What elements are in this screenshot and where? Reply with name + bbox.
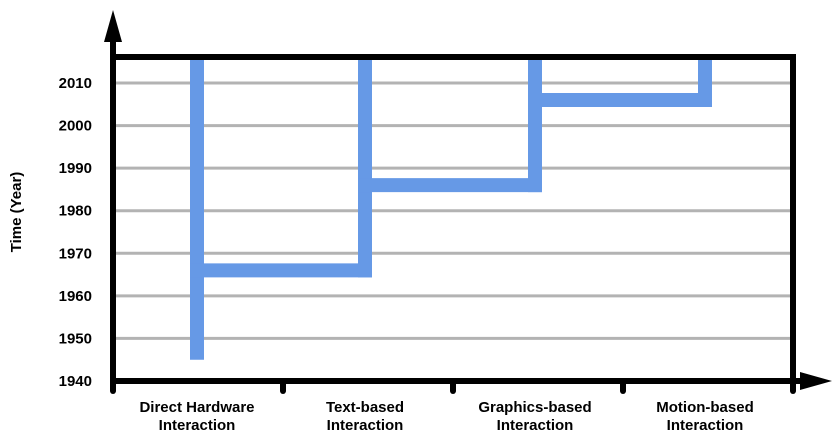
y-axis-title: Time (Year)	[8, 172, 25, 253]
x-tick-label: Text-based Interaction	[326, 399, 404, 432]
x-tick-label-line: Direct Hardware	[139, 399, 254, 416]
series-steps	[190, 57, 712, 360]
x-tick-label-line: Graphics-based	[478, 399, 591, 416]
y-tick-label: 1990	[59, 160, 92, 177]
x-tick-label: Direct Hardware Interaction	[139, 399, 254, 432]
y-tick-label: 1960	[59, 288, 92, 305]
axes	[104, 10, 832, 394]
y-tick-label: 1970	[59, 245, 92, 262]
x-tick-label-line: Interaction	[667, 417, 744, 432]
x-tick-label: Motion-based Interaction	[656, 399, 754, 432]
x-tick-label-line: Interaction	[327, 417, 404, 432]
x-tick-label-line: Motion-based	[656, 399, 754, 416]
y-tick-label: 2000	[59, 118, 92, 135]
x-tick-label-line: Text-based	[326, 399, 404, 416]
y-tick-label: 1980	[59, 203, 92, 220]
x-tick-label: Graphics-based Interaction	[478, 399, 591, 432]
x-tick-label-line: Interaction	[497, 417, 574, 432]
y-axis-arrowhead	[104, 10, 122, 42]
y-tick-labels: 1940 1950 1960 1970 1980 1990 2000 2010	[59, 75, 92, 390]
x-tick-label-line: Interaction	[159, 417, 236, 432]
y-tick-label: 1950	[59, 330, 92, 347]
grid-lines	[113, 81, 793, 340]
y-tick-label: 1940	[59, 373, 92, 390]
y-tick-label: 2010	[59, 75, 92, 92]
x-axis-arrowhead	[800, 372, 832, 390]
